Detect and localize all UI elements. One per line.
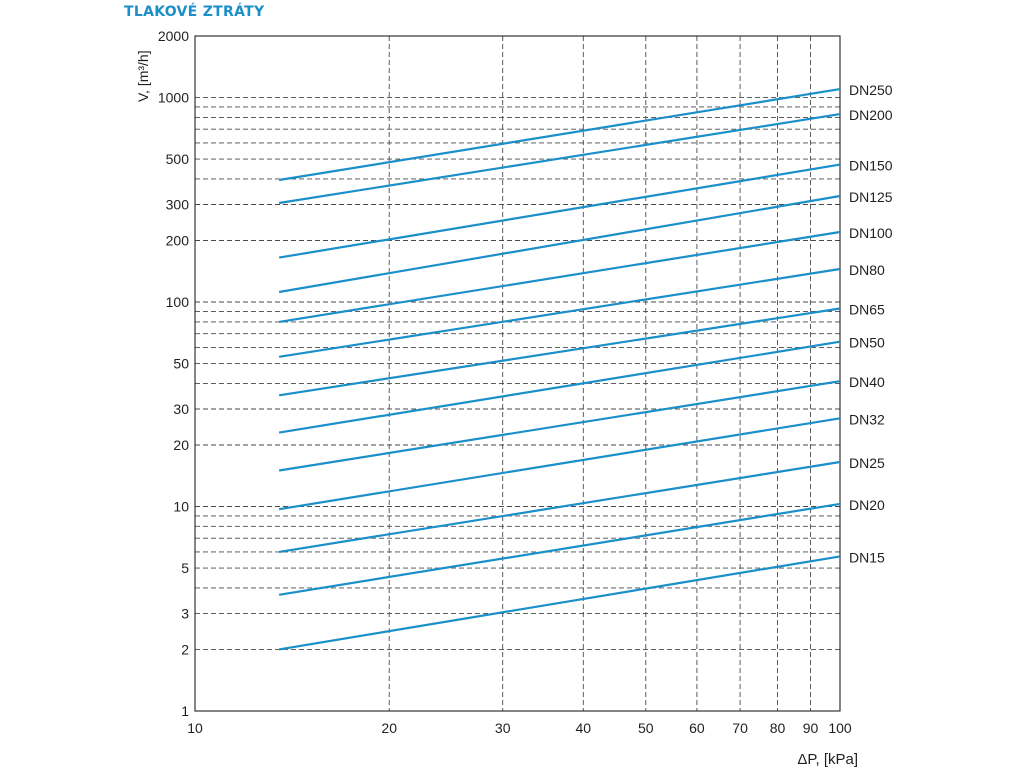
y-tick-label: 20	[173, 437, 189, 453]
series-line-dn15	[278, 555, 841, 651]
series-line-dn200	[278, 113, 841, 205]
series-label-dn50: DN50	[849, 335, 885, 351]
series-line-dn20	[278, 502, 841, 596]
series-line-dn80	[278, 267, 841, 358]
series-line-dn65	[278, 307, 841, 397]
x-axis-label: ΔP, [kPa]	[797, 751, 858, 768]
x-tick-label: 70	[732, 720, 748, 736]
y-tick-label: 100	[166, 294, 190, 310]
series-line-dn50	[278, 340, 841, 434]
y-tick-label: 10	[173, 499, 189, 515]
x-tick-label: 10	[187, 720, 203, 736]
x-tick-label: 40	[576, 720, 592, 736]
series-label-dn200: DN200	[849, 107, 893, 123]
series-label-dn20: DN20	[849, 497, 885, 513]
series-label-dn25: DN25	[849, 455, 885, 471]
series-line-dn40	[278, 380, 841, 472]
series-line-dn125	[278, 194, 841, 294]
x-tick-label: 30	[495, 720, 511, 736]
series-line-dn100	[278, 230, 841, 323]
x-tick-label: 100	[828, 720, 852, 736]
chart-title: TLAKOVÉ ZTRÁTY	[124, 4, 265, 20]
x-tick-label: 80	[770, 720, 786, 736]
series-label-dn40: DN40	[849, 374, 885, 390]
x-tick-label: 90	[803, 720, 819, 736]
x-tick-label: 60	[689, 720, 705, 736]
x-tick-label: 20	[381, 720, 397, 736]
y-axis-label: V, [m³/h]	[135, 50, 151, 102]
series-label-dn125: DN125	[849, 189, 893, 205]
y-tick-label: 2000	[158, 28, 189, 44]
y-tick-label: 50	[173, 356, 189, 372]
axes: 1 2 3 5 10 20 30 50 100 200 300 500 1000 2000 10 20 30 40…	[158, 28, 852, 736]
y-tick-label: 300	[166, 197, 190, 213]
y-tick-label: 30	[173, 401, 189, 417]
y-tick-label: 500	[166, 151, 190, 167]
series-label-dn100: DN100	[849, 225, 893, 241]
series-line-dn32	[278, 417, 841, 511]
y-tick-label: 1000	[158, 90, 189, 106]
series-label-dn150: DN150	[849, 158, 893, 174]
grid-lines	[195, 36, 840, 711]
series-label-dn65: DN65	[849, 302, 885, 318]
y-tick-label: 200	[166, 233, 190, 249]
series-lines	[278, 88, 841, 651]
series-label-dn250: DN250	[849, 82, 893, 98]
series-line-dn250	[278, 88, 841, 182]
series-line-dn150	[278, 163, 841, 259]
plot-frame	[194, 35, 841, 712]
series-label-dn80: DN80	[849, 262, 885, 278]
x-tick-label: 50	[638, 720, 654, 736]
y-tick-label: 1	[181, 703, 189, 719]
series-label-dn15: DN15	[849, 549, 885, 565]
y-tick-label: 2	[181, 641, 189, 657]
series-line-dn25	[278, 460, 841, 553]
y-tick-label: 5	[181, 560, 189, 576]
y-tick-label: 3	[181, 605, 189, 621]
series-label-dn32: DN32	[849, 411, 885, 427]
series-labels: DN250 DN200 DN150 DN125 DN100 DN80 DN65 DN50 DN4…	[849, 82, 893, 565]
